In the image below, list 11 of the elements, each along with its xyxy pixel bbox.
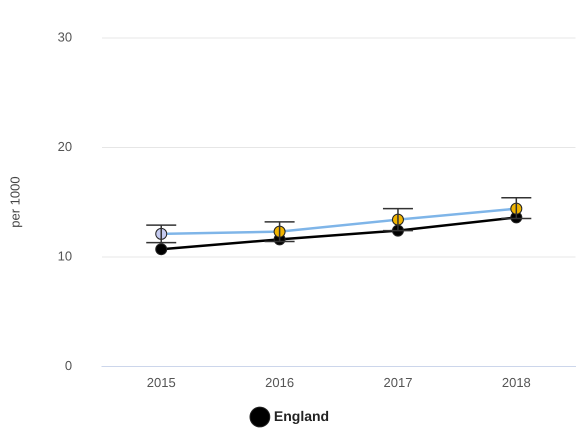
x-tick-label: 2018	[502, 374, 531, 390]
y-tick-label: 30	[58, 29, 72, 44]
legend-label: England	[274, 408, 330, 424]
x-tick-label: 2016	[265, 374, 294, 390]
x-tick-label: 2017	[384, 374, 412, 390]
y-tick-label: 10	[58, 248, 72, 264]
y-tick-label: 20	[58, 138, 72, 154]
x-tick-label: 2015	[146, 374, 176, 390]
y-axis-title: per 1000	[7, 176, 22, 228]
y-tick-label: 0	[64, 358, 72, 373]
point	[155, 243, 168, 256]
